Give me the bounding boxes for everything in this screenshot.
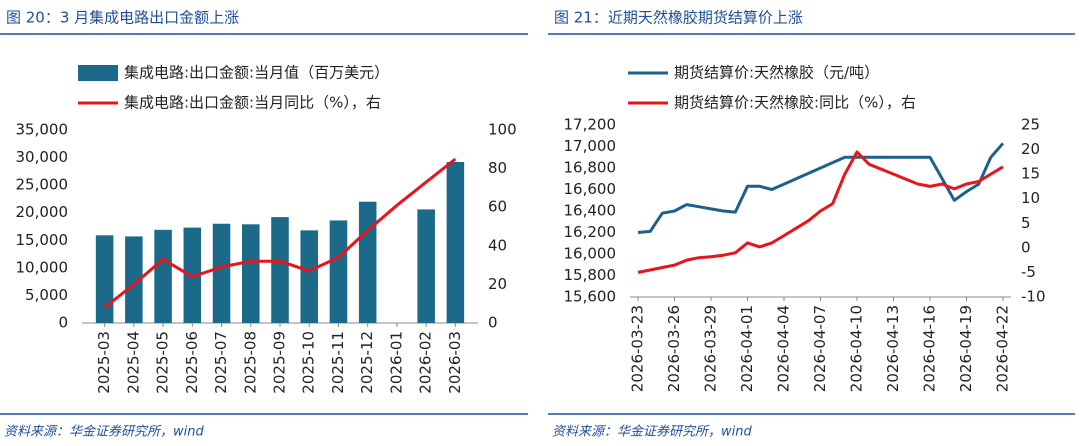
y-tick-label: 20,000: [16, 203, 69, 221]
bar: [125, 236, 143, 323]
x-tick-label: 2025-05: [154, 331, 172, 394]
y2-tick-label: 25: [1021, 116, 1040, 134]
bar: [417, 209, 435, 323]
bar: [271, 217, 289, 323]
x-tick-label: 2026-03-26: [665, 305, 683, 392]
y2-tick-label: -10: [1021, 288, 1046, 306]
x-tick-label: 2026-03-23: [629, 305, 647, 392]
bar: [242, 224, 260, 323]
y2-tick-label: 40: [488, 236, 507, 254]
legend-swatch: [78, 65, 118, 81]
legend-label: 期货结算价:天然橡胶（元/吨）: [674, 64, 879, 82]
y2-tick-label: -5: [1021, 263, 1036, 281]
y-tick-label: 16,000: [564, 245, 617, 263]
y-tick-label: 30,000: [16, 148, 69, 166]
legend-label: 集成电路:出口金额:当月值（百万美元）: [124, 64, 389, 82]
y-tick-label: 15,600: [564, 288, 617, 306]
y-tick-label: 16,400: [564, 202, 617, 220]
x-tick-label: 2025-07: [212, 331, 230, 394]
x-tick-label: 2026-02: [417, 331, 435, 394]
chart-title: 图 21：近期天然橡胶期货结算价上涨: [554, 9, 803, 27]
y-tick-label: 16,800: [564, 159, 617, 177]
y-tick-label: 15,000: [16, 231, 69, 249]
bar: [300, 230, 318, 323]
line-series: [637, 142, 1005, 234]
x-tick-label: 2026-03-29: [702, 305, 720, 392]
x-tick-label: 2026-01: [387, 331, 405, 394]
chart-title: 图 20：3 月集成电路出口金额上涨: [6, 9, 239, 27]
x-tick-label: 2026-04-22: [994, 305, 1012, 392]
bar: [358, 201, 377, 323]
y-tick-label: 17,000: [564, 137, 617, 155]
bar: [329, 220, 348, 323]
legend-label: 集成电路:出口金额:当月同比（%），右: [124, 94, 381, 112]
x-tick-label: 2025-04: [124, 331, 142, 394]
x-tick-label: 2026-04-16: [921, 305, 939, 392]
x-tick-label: 2026-04-04: [775, 305, 793, 392]
x-tick-label: 2025-03: [95, 331, 113, 394]
line-series: [103, 157, 457, 309]
y-tick-label: 17,200: [564, 116, 617, 134]
y2-tick-label: 80: [488, 159, 507, 177]
x-tick-label: 2026-04-10: [848, 305, 866, 392]
y2-tick-label: 20: [1021, 140, 1040, 158]
y-tick-label: 0: [58, 314, 68, 332]
x-tick-label: 2025-06: [183, 331, 201, 394]
y-tick-label: 16,200: [564, 223, 617, 241]
y-tick-label: 16,600: [564, 180, 617, 198]
y-tick-label: 15,800: [564, 266, 617, 284]
x-tick-label: 2026-03: [446, 331, 464, 394]
x-tick-label: 2025-10: [300, 331, 318, 394]
x-tick-label: 2026-04-13: [884, 305, 902, 392]
y-tick-label: 10,000: [16, 258, 69, 276]
y-tick-label: 35,000: [16, 121, 69, 139]
y2-tick-label: 0: [1021, 238, 1031, 256]
y-tick-label: 5,000: [25, 286, 68, 304]
y2-tick-label: 0: [488, 314, 498, 332]
x-tick-label: 2025-11: [329, 331, 347, 394]
bar: [212, 223, 231, 323]
legend-label: 期货结算价:天然橡胶:同比（%），右: [674, 94, 916, 112]
x-tick-label: 2025-08: [241, 331, 259, 394]
y2-tick-label: 20: [488, 275, 507, 293]
bar: [95, 235, 114, 323]
y-tick-label: 25,000: [16, 176, 69, 194]
x-tick-label: 2026-04-01: [738, 305, 756, 392]
bar: [446, 161, 465, 323]
y2-tick-label: 10: [1021, 189, 1040, 207]
x-tick-label: 2026-04-07: [811, 305, 829, 392]
y2-tick-label: 100: [488, 121, 517, 139]
x-tick-label: 2025-12: [358, 331, 376, 394]
source: 资料来源：华金证券研究所，wind: [552, 424, 752, 440]
y2-tick-label: 15: [1021, 165, 1040, 183]
x-tick-label: 2025-09: [271, 331, 289, 394]
y2-tick-label: 5: [1021, 214, 1031, 232]
source: 资料来源：华金证券研究所，wind: [4, 424, 204, 440]
y2-tick-label: 60: [488, 198, 507, 216]
x-tick-label: 2026-04-19: [957, 305, 975, 392]
bar: [154, 229, 172, 323]
line-series: [637, 150, 1004, 274]
